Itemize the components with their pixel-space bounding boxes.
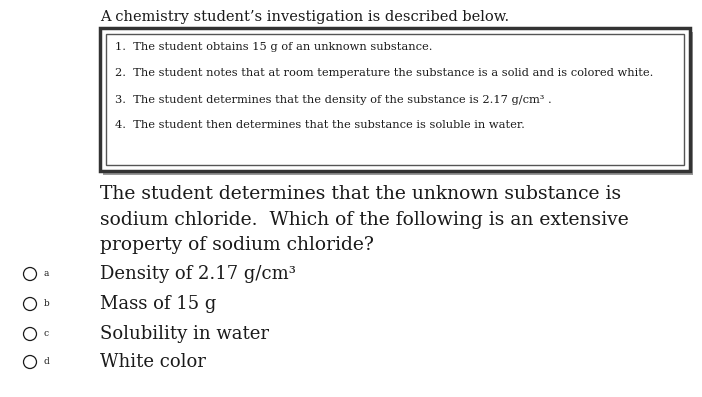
Text: Mass of 15 g: Mass of 15 g <box>100 295 216 313</box>
Text: 4.  The student then determines that the substance is soluble in water.: 4. The student then determines that the … <box>115 120 525 130</box>
Text: b: b <box>44 299 50 308</box>
Text: 3.  The student determines that the density of the substance is 2.17 g/cm³ .: 3. The student determines that the densi… <box>115 95 552 105</box>
FancyBboxPatch shape <box>100 28 690 171</box>
Text: White color: White color <box>100 353 206 371</box>
Text: The student determines that the unknown substance is
sodium chloride.  Which of : The student determines that the unknown … <box>100 185 629 254</box>
Text: A chemistry student’s investigation is described below.: A chemistry student’s investigation is d… <box>100 10 509 24</box>
Text: a: a <box>44 270 49 279</box>
Text: 1.  The student obtains 15 g of an unknown substance.: 1. The student obtains 15 g of an unknow… <box>115 42 432 52</box>
Text: Solubility in water: Solubility in water <box>100 325 269 343</box>
Text: Density of 2.17 g/cm³: Density of 2.17 g/cm³ <box>100 265 296 283</box>
Text: c: c <box>44 330 49 339</box>
FancyBboxPatch shape <box>103 32 693 175</box>
Text: 2.  The student notes that at room temperature the substance is a solid and is c: 2. The student notes that at room temper… <box>115 68 654 78</box>
Text: d: d <box>44 358 50 366</box>
FancyBboxPatch shape <box>106 34 684 165</box>
